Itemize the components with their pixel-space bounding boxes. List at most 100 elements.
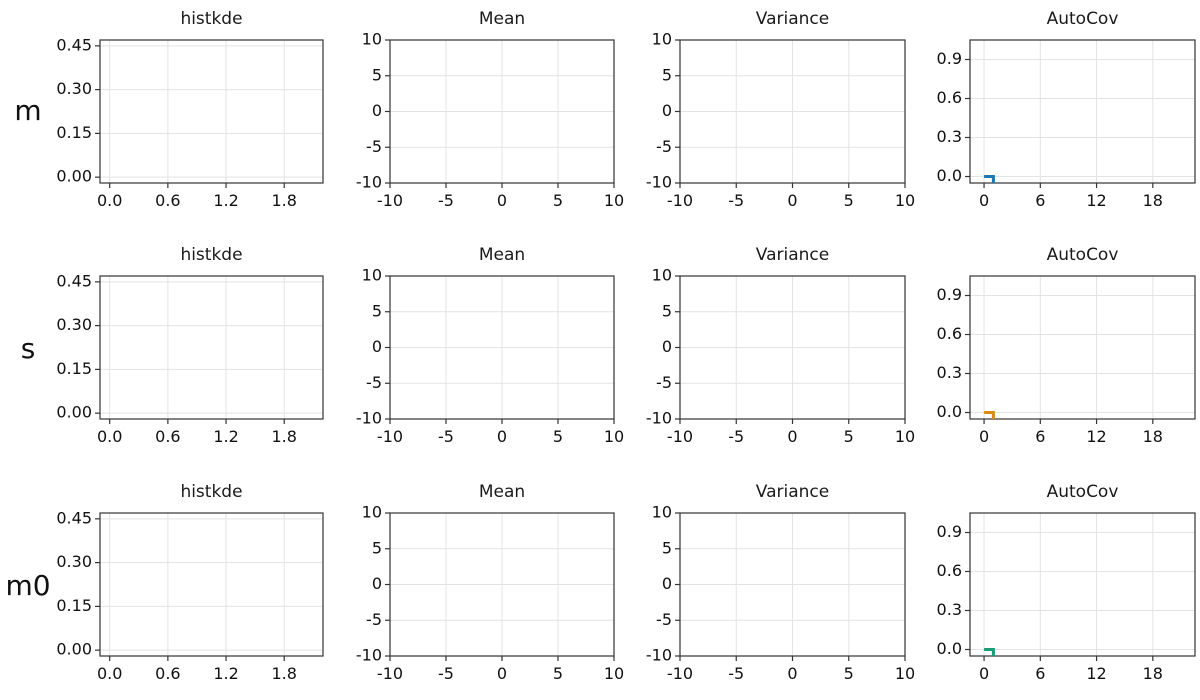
x-tick-label: 10 <box>604 191 624 210</box>
y-tick-label: 0.45 <box>56 35 92 54</box>
y-tick-label: 5 <box>662 538 672 557</box>
y-tick-label: 5 <box>372 301 382 320</box>
x-tick-label: -10 <box>377 191 403 210</box>
x-tick-label: -10 <box>667 664 693 683</box>
x-tick-label: 18 <box>1143 664 1163 683</box>
panel-title: Variance <box>756 482 829 502</box>
y-tick-label: 0.0 <box>937 639 962 658</box>
panel-title: Mean <box>479 482 525 502</box>
x-tick-label: 0 <box>787 427 797 446</box>
panel-mean: Mean -10 -5 0 5 10 -10 -5 0 5 10 <box>356 482 624 683</box>
y-tick-label: -5 <box>366 610 382 629</box>
x-tick-label: 5 <box>844 427 854 446</box>
y-tick-label: 5 <box>662 301 672 320</box>
x-tick-label: 1.2 <box>213 191 238 210</box>
y-tick-label: -5 <box>366 137 382 156</box>
plot-frame <box>99 512 324 657</box>
x-tick-label: 1.8 <box>271 427 296 446</box>
y-tick-label: 0.6 <box>937 561 962 580</box>
x-tick-label: 1.2 <box>213 664 238 683</box>
panel-histkde: histkde 0.0 0.6 1.2 1.8 0.00 0.15 0.30 0.45 <box>56 482 324 683</box>
x-tick-label: 5 <box>844 664 854 683</box>
x-tick-label: 0 <box>497 427 507 446</box>
y-tick-label: -5 <box>656 137 672 156</box>
panel-mean: Mean -10 -5 0 5 10 -10 -5 0 5 10 <box>356 245 624 446</box>
x-tick-label: -5 <box>728 427 744 446</box>
x-tick-label: -10 <box>377 427 403 446</box>
panel-title: histkde <box>180 482 242 502</box>
y-tick-label: 0.6 <box>937 88 962 107</box>
row-label: m0 <box>5 569 50 602</box>
y-tick-label: 10 <box>362 503 382 522</box>
y-tick-label: 0 <box>662 101 672 120</box>
y-tick-label: 0.3 <box>937 600 962 619</box>
panel-variance: Variance -10 -5 0 5 10 -10 -5 0 5 10 <box>646 482 915 683</box>
panel-variance: Variance -10 -5 0 5 10 -10 -5 0 5 10 <box>646 9 915 210</box>
autocov-line <box>984 648 995 656</box>
x-tick-label: 0.0 <box>97 664 122 683</box>
y-tick-label: -10 <box>356 646 382 665</box>
y-tick-label: -5 <box>656 373 672 392</box>
panel-autocov: AutoCov 0 6 12 18 0.0 0.3 0.6 0.9 <box>937 245 1196 446</box>
panel-title: AutoCov <box>1047 9 1119 29</box>
row-label: m <box>14 94 41 127</box>
x-tick-label: 0.6 <box>155 664 180 683</box>
panel-title: Mean <box>479 245 525 265</box>
row-label: s <box>21 332 36 365</box>
y-tick-label: 0.3 <box>937 127 962 146</box>
panel-title: Variance <box>756 9 829 29</box>
x-tick-label: -10 <box>667 427 693 446</box>
x-tick-label: 0 <box>497 664 507 683</box>
y-tick-label: 0.9 <box>937 49 962 68</box>
x-tick-label: 0 <box>979 664 989 683</box>
x-tick-label: 18 <box>1143 427 1163 446</box>
x-tick-label: 6 <box>1035 427 1045 446</box>
x-tick-label: -5 <box>728 664 744 683</box>
plot-frame <box>969 275 1196 420</box>
y-tick-label: 0.15 <box>56 123 92 142</box>
x-tick-label: 0 <box>497 191 507 210</box>
x-tick-label: 10 <box>895 191 915 210</box>
y-tick-label: -10 <box>646 173 672 192</box>
panel-histkde: histkde 0.0 0.6 1.2 1.8 0.00 0.15 0.30 0.45 <box>56 245 324 446</box>
panel-title: Mean <box>479 9 525 29</box>
autocov-line <box>984 411 995 419</box>
y-tick-label: 0.0 <box>937 166 962 185</box>
panel-mean: Mean -10 -5 0 5 10 -10 -5 0 5 10 <box>356 9 624 210</box>
x-tick-label: -5 <box>438 427 454 446</box>
panel-title: histkde <box>180 9 242 29</box>
y-tick-label: 10 <box>362 266 382 285</box>
y-tick-label: 0.00 <box>56 167 92 186</box>
x-tick-label: 0 <box>787 191 797 210</box>
panel-autocov: AutoCov 0 6 12 18 0.0 0.3 0.6 0.9 <box>937 9 1196 210</box>
x-tick-label: 0 <box>787 664 797 683</box>
y-tick-label: -10 <box>646 646 672 665</box>
panel-autocov: AutoCov 0 6 12 18 0.0 0.3 0.6 0.9 <box>937 482 1196 683</box>
x-tick-label: -10 <box>667 191 693 210</box>
x-tick-label: -5 <box>438 191 454 210</box>
x-tick-label: 0.0 <box>97 427 122 446</box>
y-tick-label: 0.3 <box>937 363 962 382</box>
y-tick-label: 0 <box>662 337 672 356</box>
y-tick-label: -10 <box>356 409 382 428</box>
x-tick-label: 5 <box>553 664 563 683</box>
x-tick-label: 0 <box>979 191 989 210</box>
panel-histkde: histkde 0.0 0.6 1.2 1.8 0.00 0.15 0.30 0.45 <box>56 9 324 210</box>
x-tick-label: 18 <box>1143 191 1163 210</box>
plot-frame <box>969 39 1196 184</box>
panel-title: histkde <box>180 245 242 265</box>
x-tick-label: 10 <box>604 664 624 683</box>
x-tick-label: -5 <box>728 191 744 210</box>
y-tick-label: 5 <box>372 538 382 557</box>
x-tick-label: 1.2 <box>213 427 238 446</box>
y-tick-label: -5 <box>656 610 672 629</box>
y-tick-label: 0.45 <box>56 508 92 527</box>
y-tick-label: -10 <box>646 409 672 428</box>
x-tick-label: 0.0 <box>97 191 122 210</box>
y-tick-label: 0.30 <box>56 79 92 98</box>
plot-frame <box>99 275 324 420</box>
y-tick-label: 10 <box>652 503 672 522</box>
x-tick-label: 0 <box>979 427 989 446</box>
panel-title: Variance <box>756 245 829 265</box>
